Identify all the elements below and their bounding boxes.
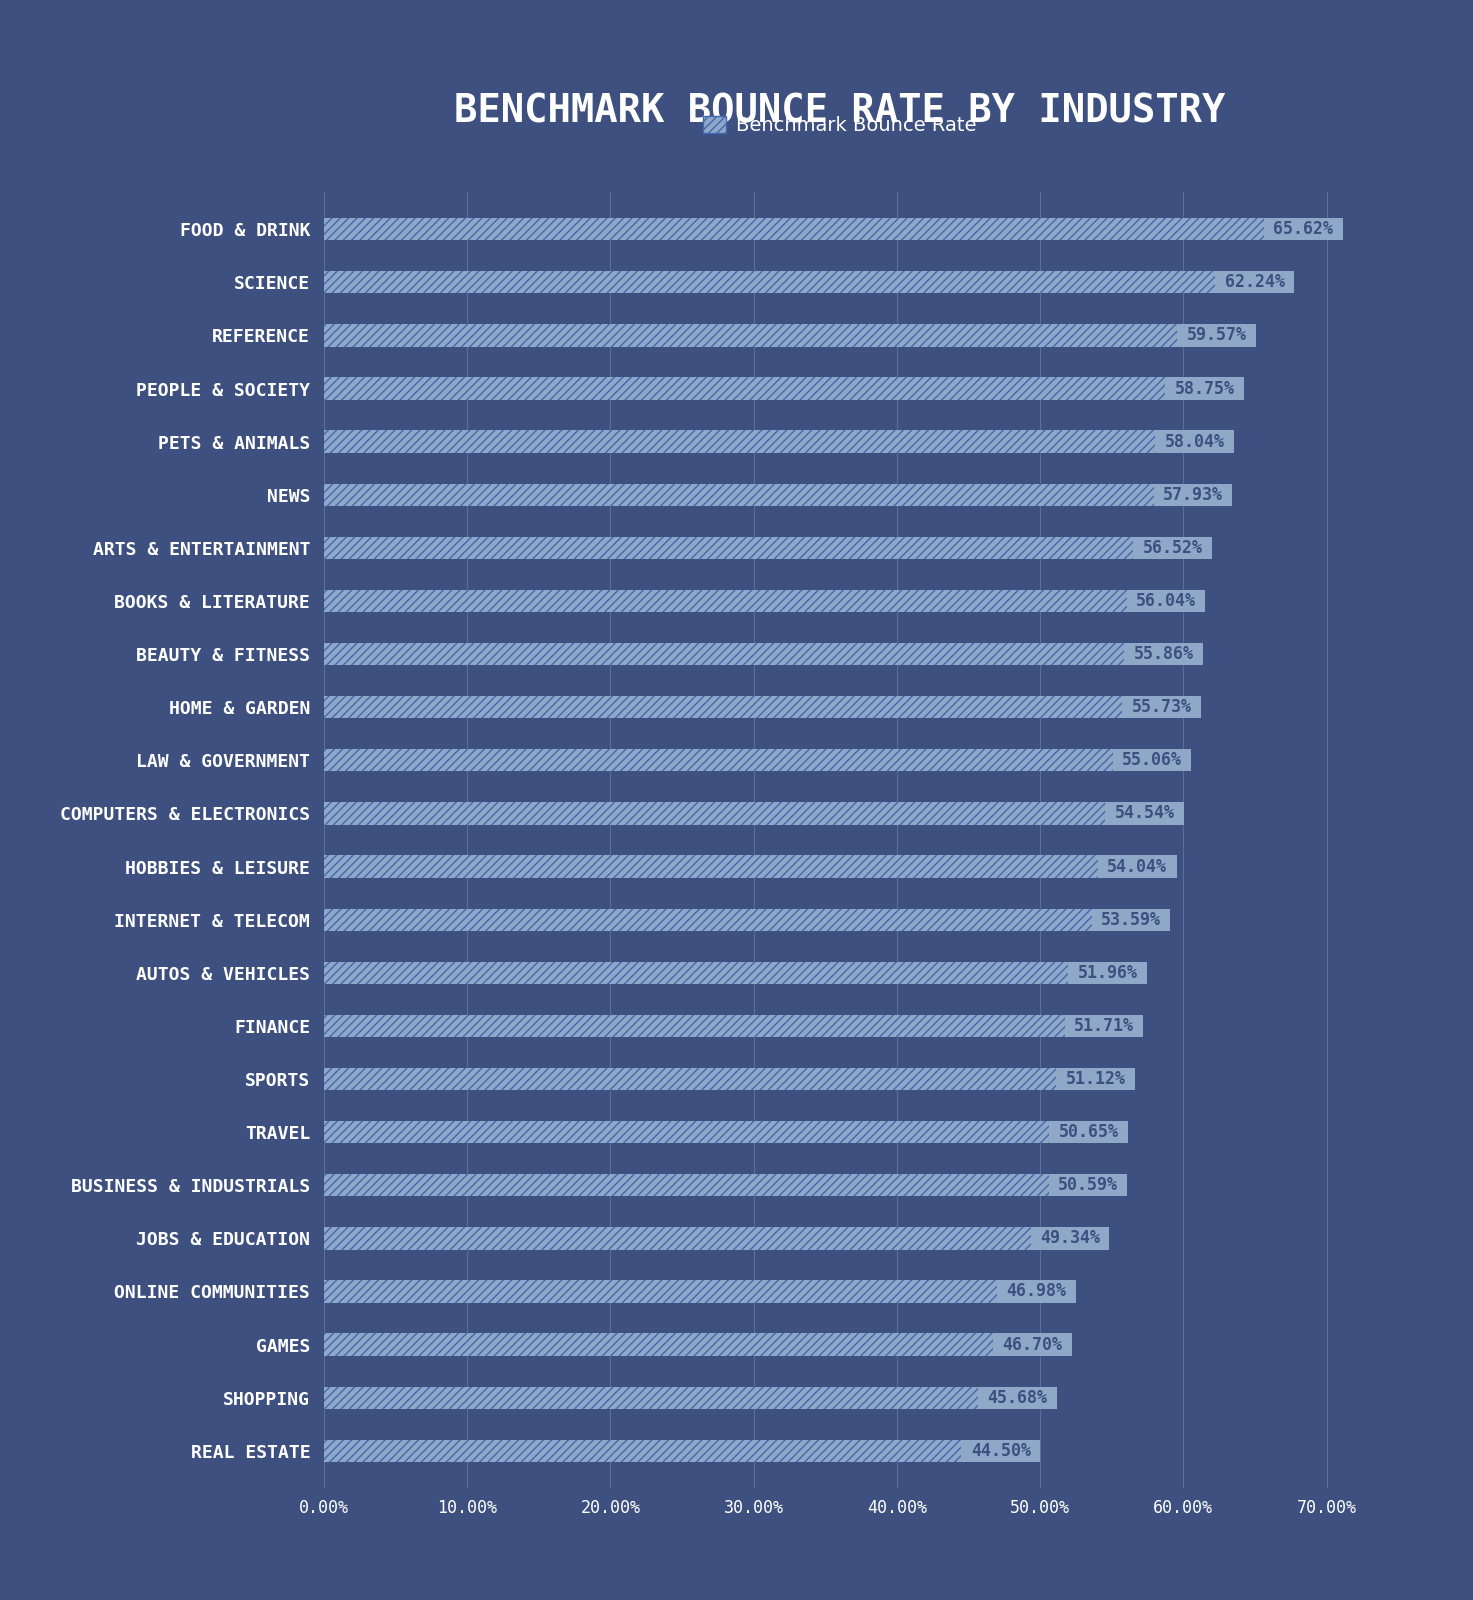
Text: 65.62%: 65.62%	[1273, 221, 1333, 238]
Bar	[324, 483, 1153, 506]
Bar	[1091, 909, 1170, 931]
Bar	[1264, 218, 1342, 240]
Text: 50.59%: 50.59%	[1058, 1176, 1118, 1194]
Bar	[324, 1227, 1031, 1250]
Text: 55.73%: 55.73%	[1131, 698, 1192, 717]
Text: 44.50%: 44.50%	[971, 1442, 1031, 1459]
Text: 57.93%: 57.93%	[1164, 486, 1223, 504]
Bar	[1097, 856, 1177, 878]
Bar	[324, 643, 1124, 666]
Bar	[324, 218, 1264, 240]
Bar	[1056, 1067, 1134, 1090]
Text: 54.04%: 54.04%	[1108, 858, 1167, 875]
Bar	[324, 909, 1091, 931]
Bar	[1177, 325, 1256, 347]
Text: 58.04%: 58.04%	[1165, 432, 1224, 451]
Text: 50.65%: 50.65%	[1059, 1123, 1119, 1141]
Bar	[324, 1067, 1056, 1090]
Text: 46.70%: 46.70%	[1002, 1336, 1062, 1354]
Bar	[1031, 1227, 1109, 1250]
Text: 46.98%: 46.98%	[1006, 1283, 1066, 1301]
Text: 62.24%: 62.24%	[1224, 274, 1284, 291]
Bar	[324, 590, 1127, 613]
Bar	[324, 378, 1165, 400]
Bar	[324, 962, 1068, 984]
Bar	[962, 1440, 1040, 1462]
Bar	[324, 325, 1177, 347]
Bar	[324, 1280, 997, 1302]
Text: 55.06%: 55.06%	[1122, 752, 1181, 770]
Bar	[1049, 1174, 1127, 1197]
Text: 56.04%: 56.04%	[1136, 592, 1196, 610]
Text: 53.59%: 53.59%	[1100, 910, 1161, 928]
Bar	[1165, 378, 1245, 400]
Text: 59.57%: 59.57%	[1187, 326, 1246, 344]
Title: BENCHMARK BOUNCE RATE BY INDUSTRY: BENCHMARK BOUNCE RATE BY INDUSTRY	[454, 93, 1226, 131]
Bar	[1068, 962, 1147, 984]
Bar	[1124, 643, 1203, 666]
Bar	[324, 802, 1105, 824]
Bar	[1122, 696, 1200, 718]
Bar	[324, 430, 1155, 453]
Bar	[324, 1333, 993, 1355]
Bar	[1215, 270, 1295, 293]
Bar	[1049, 1122, 1128, 1144]
Bar	[1065, 1014, 1143, 1037]
Bar	[1134, 536, 1212, 558]
Bar	[993, 1333, 1072, 1355]
Text: 45.68%: 45.68%	[987, 1389, 1047, 1406]
Bar	[324, 536, 1134, 558]
Bar	[324, 749, 1112, 771]
Text: 51.96%: 51.96%	[1078, 963, 1137, 982]
Bar	[1155, 430, 1234, 453]
Bar	[324, 856, 1097, 878]
Bar	[978, 1387, 1058, 1410]
Text: 51.71%: 51.71%	[1074, 1018, 1134, 1035]
Text: 55.86%: 55.86%	[1133, 645, 1193, 662]
Text: 49.34%: 49.34%	[1040, 1229, 1100, 1248]
Text: 58.75%: 58.75%	[1175, 379, 1234, 397]
Bar	[1112, 749, 1192, 771]
Bar	[1105, 802, 1184, 824]
Bar	[324, 270, 1215, 293]
Text: 51.12%: 51.12%	[1065, 1070, 1125, 1088]
Bar	[1153, 483, 1233, 506]
Bar	[324, 696, 1122, 718]
Bar	[1127, 590, 1205, 613]
Bar	[324, 1174, 1049, 1197]
Text: 56.52%: 56.52%	[1143, 539, 1203, 557]
Bar	[324, 1387, 978, 1410]
Bar	[324, 1122, 1049, 1144]
Legend: Benchmark Bounce Rate: Benchmark Bounce Rate	[695, 109, 984, 142]
Bar	[997, 1280, 1075, 1302]
Text: 54.54%: 54.54%	[1115, 805, 1174, 822]
Bar	[324, 1440, 962, 1462]
Bar	[324, 1014, 1065, 1037]
